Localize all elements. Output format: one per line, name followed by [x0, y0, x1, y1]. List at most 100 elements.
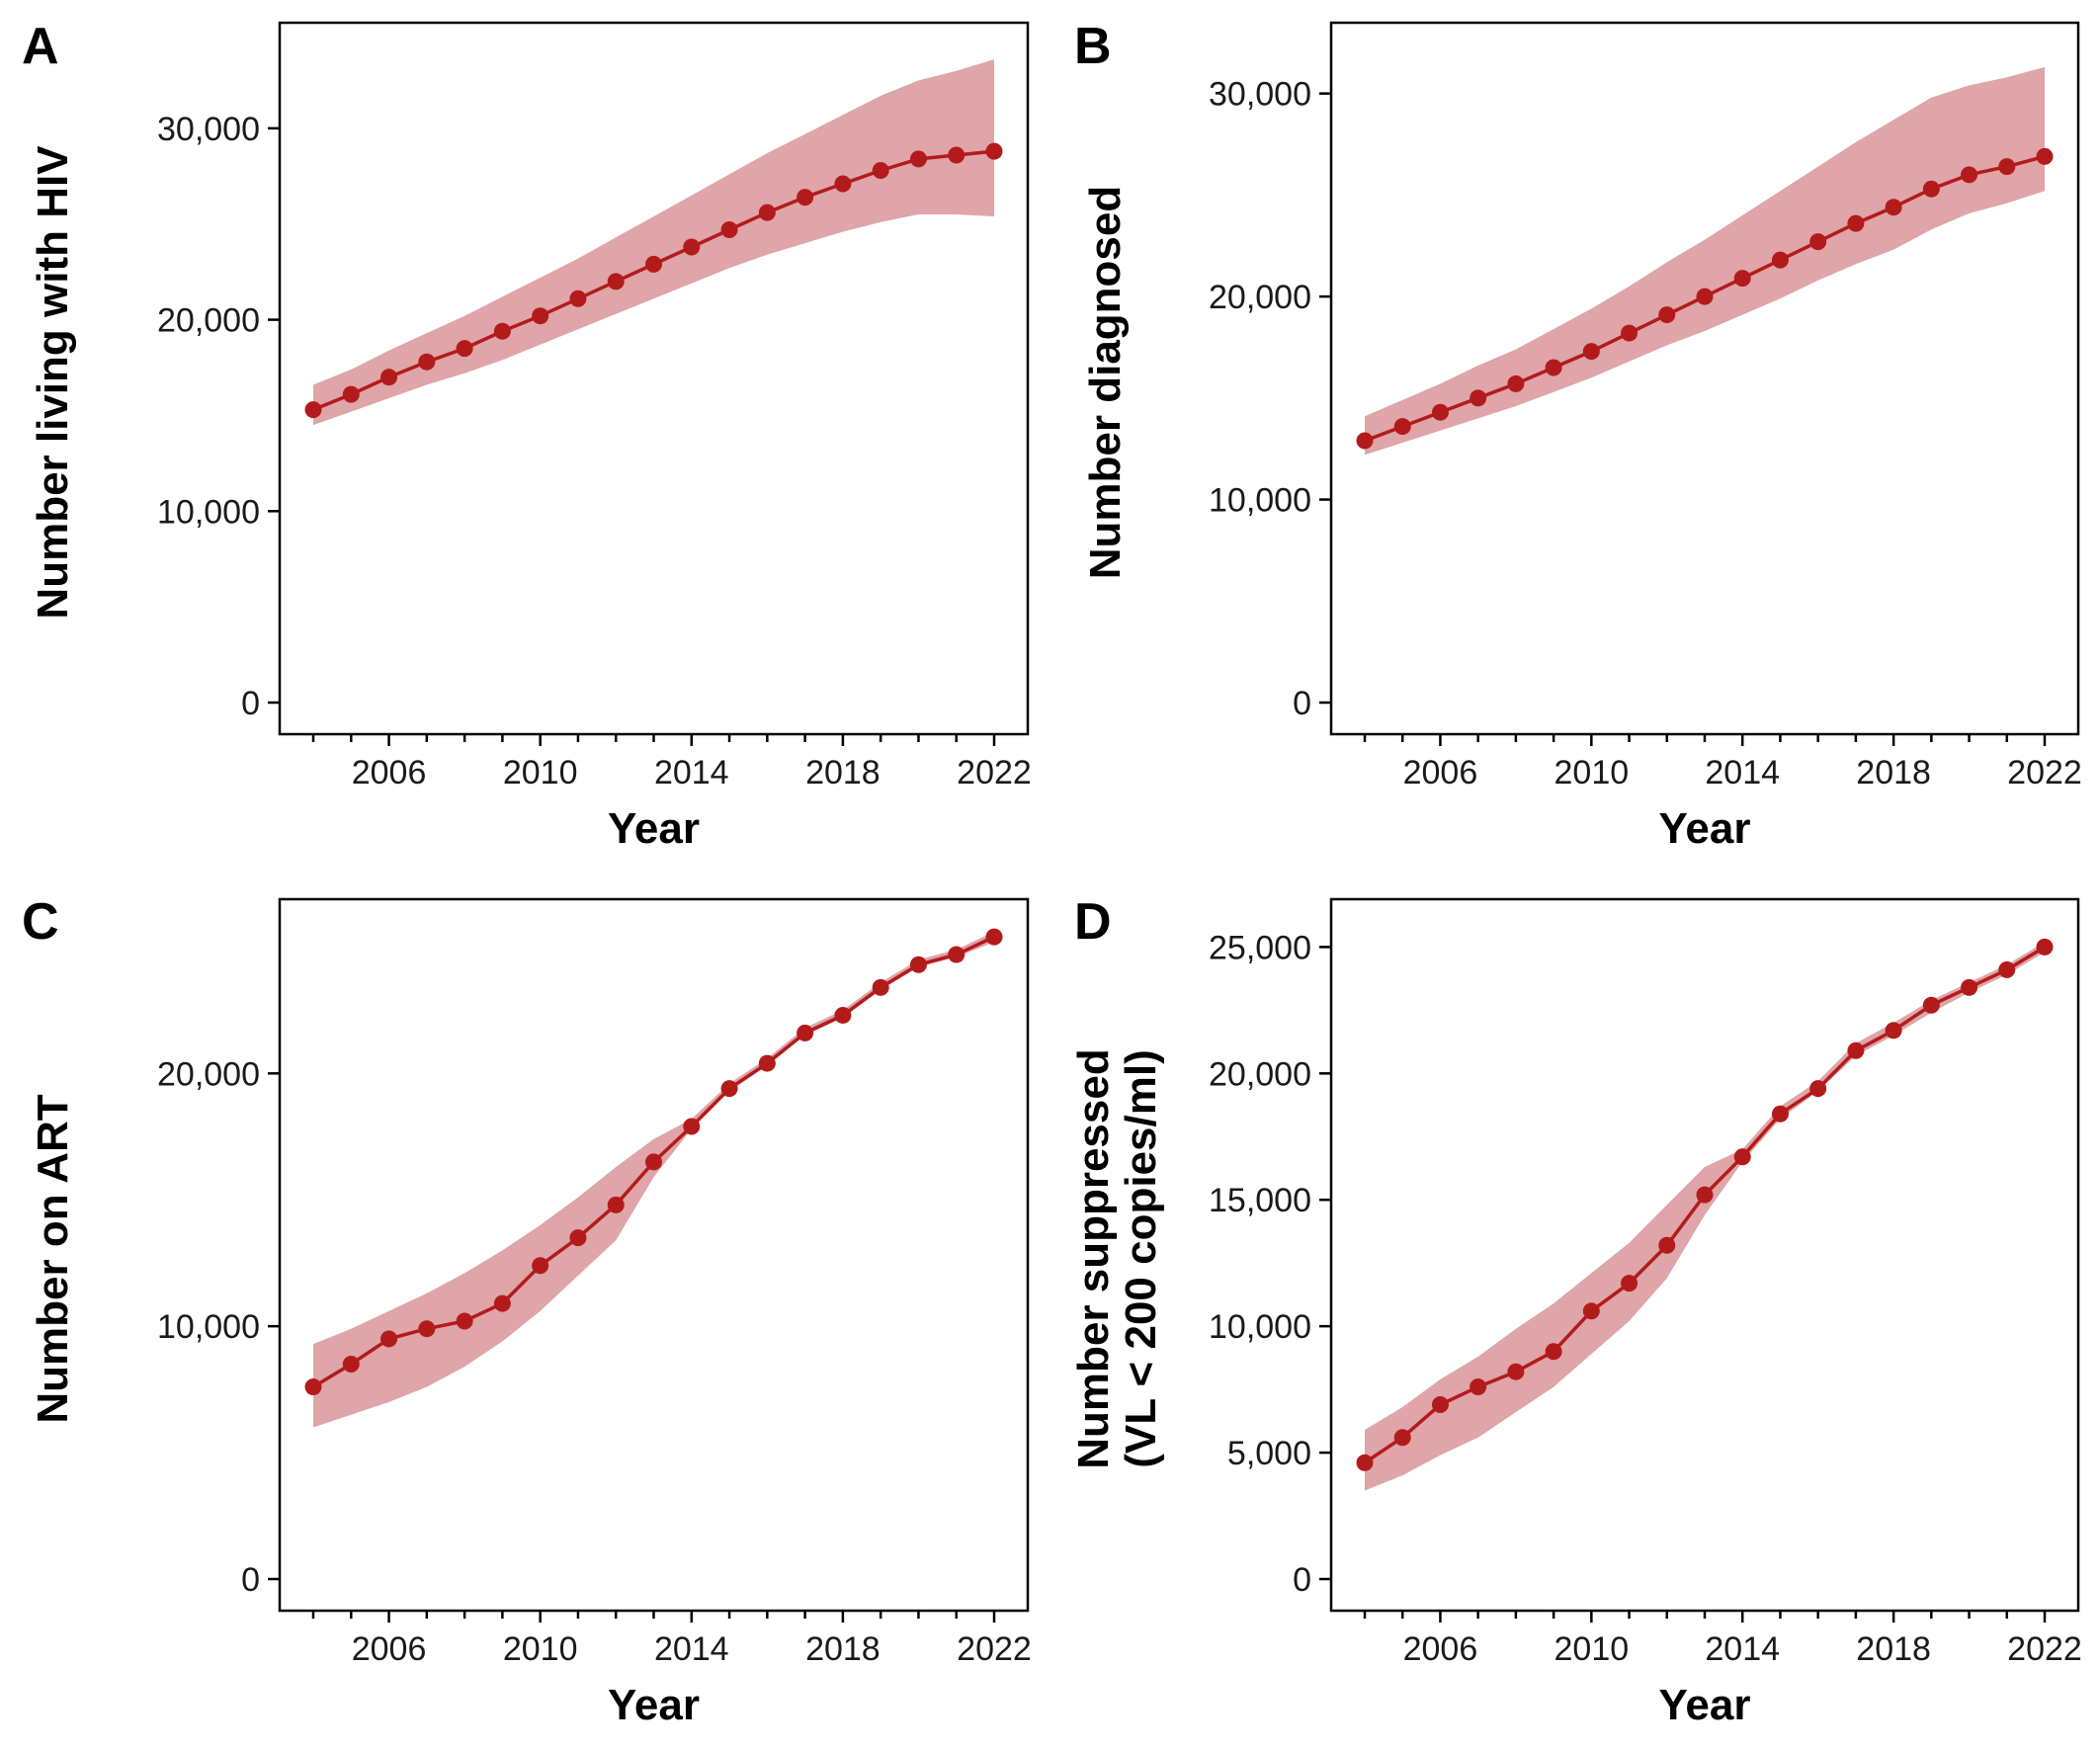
- panel-d: D 0 5,000 10,000 15,000 20,000 25,000 2006 2010 2…: [1069, 893, 2082, 1729]
- data-point: [834, 1006, 852, 1024]
- data-point: [834, 175, 852, 193]
- data-point: [948, 946, 966, 963]
- data-point: [1847, 1042, 1865, 1059]
- data-point: [304, 401, 322, 419]
- data-point: [342, 385, 360, 403]
- data-point: [720, 1080, 738, 1098]
- panel-letter: C: [22, 893, 59, 951]
- data-point: [1582, 1302, 1600, 1320]
- data-point: [2036, 938, 2054, 956]
- x-tick-label: 2018: [1856, 754, 1931, 792]
- panel-a: A 0 10,000 20,000 30,000 2006 2010 2014 2018 2022…: [22, 18, 1032, 853]
- data-point: [380, 369, 398, 386]
- data-point: [797, 1024, 814, 1042]
- data-point: [607, 273, 625, 291]
- data-point: [1658, 306, 1676, 324]
- uncertainty-band: [313, 932, 994, 1428]
- data-point: [1809, 1080, 1827, 1098]
- data-point: [1431, 403, 1449, 421]
- x-tick-label: 2006: [352, 1630, 427, 1668]
- y-tick-label: 20,000: [1209, 1055, 1311, 1093]
- data-point: [1507, 375, 1525, 392]
- uncertainty-band: [1365, 66, 2045, 456]
- y-axis-title: Number living with HIV: [29, 145, 77, 620]
- data-point: [1922, 180, 1940, 198]
- data-point: [1545, 1343, 1562, 1361]
- x-tick-label: 2018: [805, 1630, 881, 1668]
- x-axis-title: Year: [1659, 804, 1751, 853]
- x-tick-label: 2014: [654, 1630, 729, 1668]
- y-tick-label: 10,000: [1209, 1308, 1311, 1346]
- x-tick-label: 2022: [2007, 754, 2082, 792]
- data-point: [797, 189, 814, 207]
- data-point: [1885, 199, 1902, 216]
- data-point: [1961, 166, 1978, 184]
- data-point: [909, 150, 927, 168]
- x-tick-label: 2022: [957, 1630, 1032, 1668]
- y-tick-label: 5,000: [1227, 1435, 1311, 1472]
- data-point: [2036, 147, 2054, 165]
- y-tick-label: 20,000: [157, 302, 260, 340]
- x-tick-label: 2014: [654, 754, 729, 792]
- y-tick-label: 0: [241, 1561, 260, 1599]
- y-tick-label: 0: [1293, 685, 1311, 722]
- data-point: [1621, 324, 1638, 342]
- x-tick-label: 2010: [1554, 1630, 1630, 1668]
- x-tick-label: 2018: [1856, 1630, 1931, 1668]
- data-point: [720, 221, 738, 239]
- data-point: [1696, 1186, 1714, 1204]
- panel-c: C 0 10,000 20,000 2006 2010 2014 2018 2022 Year Nu…: [22, 893, 1032, 1729]
- y-tick-label: 25,000: [1209, 929, 1311, 966]
- data-point: [1771, 1105, 1789, 1123]
- data-point: [1733, 270, 1751, 288]
- data-point: [493, 1294, 511, 1312]
- x-tick-label: 2006: [352, 754, 427, 792]
- data-point: [1582, 343, 1600, 361]
- data-point: [1545, 359, 1562, 376]
- x-tick-label: 2014: [1705, 1630, 1780, 1668]
- data-point: [456, 340, 473, 358]
- data-point: [380, 1330, 398, 1348]
- y-tick-label: 20,000: [1209, 279, 1311, 316]
- y-tick-label: 0: [241, 685, 260, 722]
- data-point: [872, 161, 889, 179]
- data-point: [456, 1312, 473, 1330]
- y-tick-label: 30,000: [1209, 76, 1311, 114]
- y-tick-label: 10,000: [157, 1308, 260, 1346]
- x-tick-label: 2010: [1554, 754, 1630, 792]
- y-tick-label: 10,000: [157, 493, 260, 531]
- data-point: [683, 238, 701, 256]
- y-tick-label: 20,000: [157, 1055, 260, 1093]
- data-point: [1356, 432, 1374, 450]
- data-point: [532, 1257, 549, 1275]
- uncertainty-band: [1365, 942, 2045, 1491]
- x-tick-label: 2006: [1403, 754, 1478, 792]
- data-point: [683, 1118, 701, 1135]
- data-point: [1809, 233, 1827, 251]
- data-point: [909, 956, 927, 973]
- x-axis-title: Year: [1659, 1681, 1751, 1729]
- data-point: [1470, 389, 1487, 407]
- uncertainty-band: [313, 59, 994, 426]
- y-tick-label: 10,000: [1209, 482, 1311, 520]
- y-tick-label: 30,000: [157, 111, 260, 148]
- data-point: [1961, 978, 1978, 996]
- data-point: [1470, 1378, 1487, 1396]
- data-point: [1998, 960, 2016, 978]
- panel-b: B 0 10,000 20,000 30,000 2006 2010 2014 2018 2022…: [1074, 18, 2082, 853]
- x-axis-title: Year: [608, 1681, 700, 1729]
- data-point: [1771, 251, 1789, 269]
- data-point: [758, 1054, 776, 1072]
- data-point: [1922, 996, 1940, 1014]
- data-point: [532, 307, 549, 325]
- x-tick-label: 2018: [805, 754, 881, 792]
- data-point: [569, 1229, 587, 1247]
- data-point: [607, 1196, 625, 1213]
- y-axis-title: Number diagnosed: [1081, 186, 1130, 580]
- data-point: [948, 146, 966, 164]
- x-tick-label: 2022: [2007, 1630, 2082, 1668]
- data-point: [645, 1153, 662, 1171]
- data-point: [1621, 1275, 1638, 1292]
- data-point: [304, 1378, 322, 1396]
